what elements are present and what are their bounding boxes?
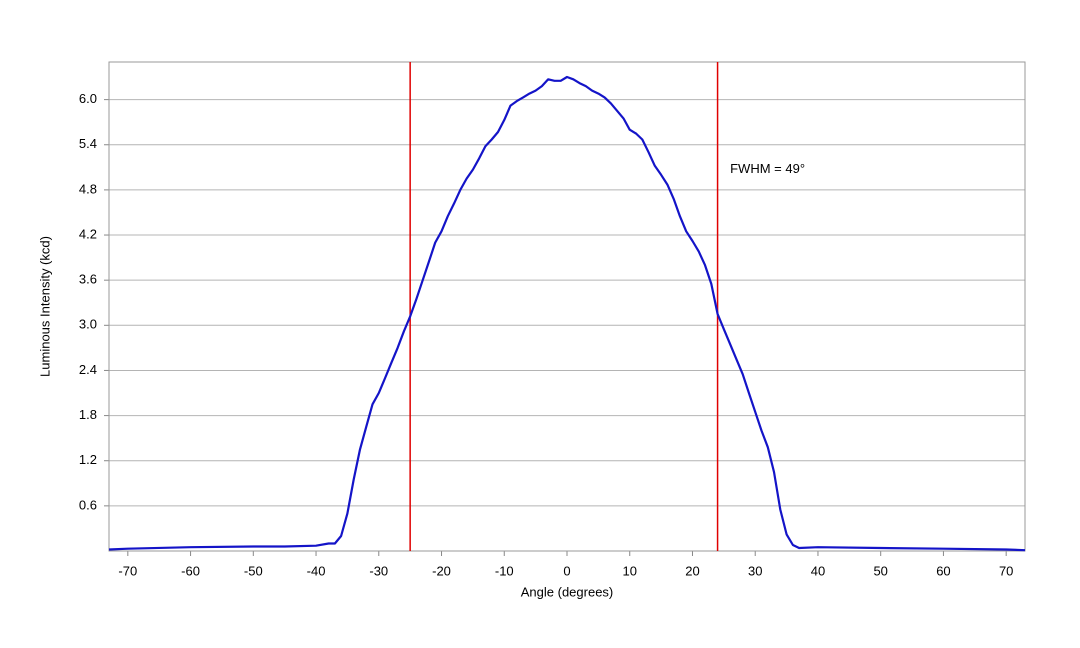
x-tick-label: -40 bbox=[307, 563, 326, 578]
x-tick-label: -70 bbox=[118, 563, 137, 578]
x-tick-label: 50 bbox=[873, 563, 887, 578]
x-tick-label: 40 bbox=[811, 563, 825, 578]
y-tick-label: 3.0 bbox=[79, 317, 97, 332]
x-tick-label: -20 bbox=[432, 563, 451, 578]
x-tick-label: 60 bbox=[936, 563, 950, 578]
x-tick-label: -10 bbox=[495, 563, 514, 578]
y-tick-label: 6.0 bbox=[79, 91, 97, 106]
plot-frame bbox=[108, 61, 1026, 552]
data-line bbox=[108, 75, 1026, 552]
x-tick-label: 30 bbox=[748, 563, 762, 578]
y-tick-label: 1.2 bbox=[79, 452, 97, 467]
y-axis-label: Luminous Intensity (kcd) bbox=[37, 236, 52, 377]
y-tick-label: 3.6 bbox=[79, 272, 97, 287]
annotation: FWHM = 49° bbox=[730, 161, 805, 176]
x-axis-label: Angle (degrees) bbox=[521, 584, 614, 599]
y-tick-label: 4.2 bbox=[79, 226, 97, 241]
x-tick-label: 0 bbox=[563, 563, 570, 578]
x-tick-label: 70 bbox=[999, 563, 1013, 578]
x-tick-label: -30 bbox=[369, 563, 388, 578]
y-tick-label: 1.8 bbox=[79, 407, 97, 422]
y-tick-label: 4.8 bbox=[79, 181, 97, 196]
y-tick-label: 2.4 bbox=[79, 362, 97, 377]
x-tick-label: -50 bbox=[244, 563, 263, 578]
x-tick-label: 20 bbox=[685, 563, 699, 578]
y-tick-label: 5.4 bbox=[79, 136, 97, 151]
x-tick-label: -60 bbox=[181, 563, 200, 578]
y-tick-label: 0.6 bbox=[79, 497, 97, 512]
x-tick-label: 10 bbox=[623, 563, 637, 578]
